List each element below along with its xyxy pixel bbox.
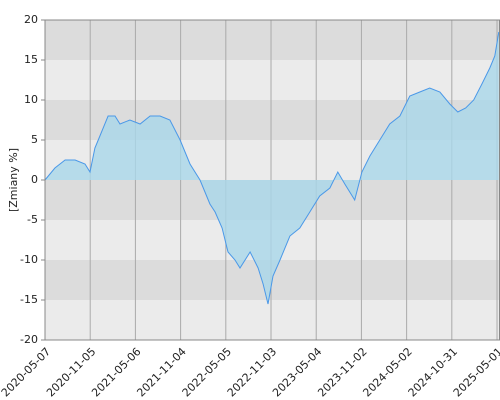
y-tick-label: 15 [24,53,38,66]
y-tick-label: 20 [24,13,38,26]
y-tick-label: 0 [31,173,38,186]
y-tick-label: -15 [20,293,38,306]
grid-band [45,20,500,60]
y-tick-label: -5 [27,213,38,226]
y-tick-label: 10 [24,93,38,106]
y-tick-label: -20 [20,333,38,346]
y-tick-label: -10 [20,253,38,266]
line [44,31,500,305]
y-axis-label: [Zmiany %] [7,148,20,212]
area [45,32,499,304]
y-tick-label: 5 [31,133,38,146]
grid-band [45,300,500,340]
